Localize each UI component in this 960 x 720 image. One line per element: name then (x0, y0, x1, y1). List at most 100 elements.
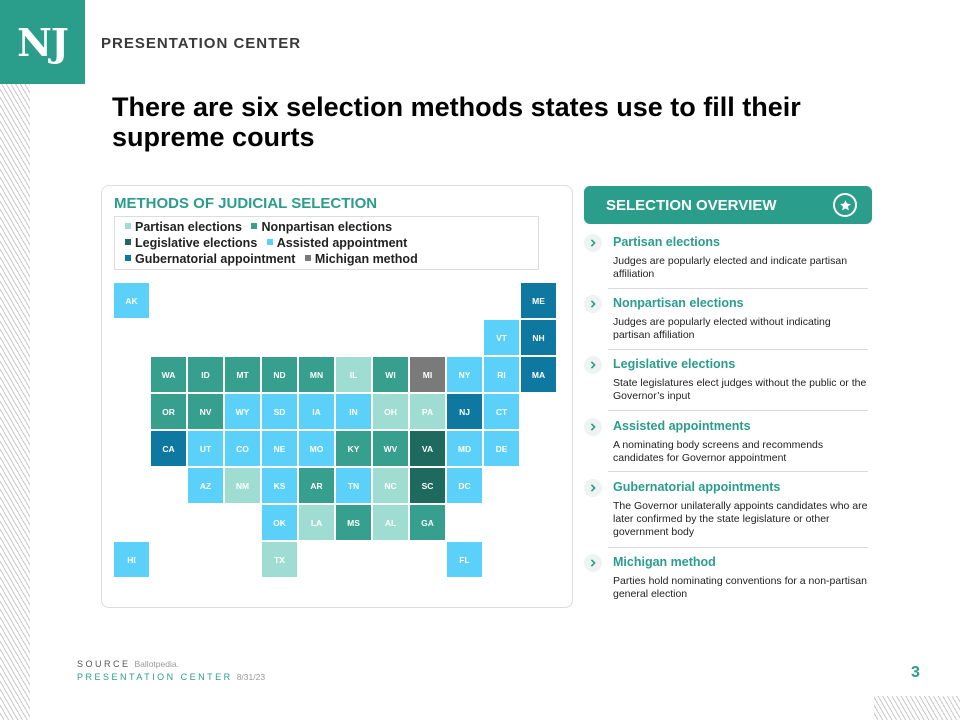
legend-item-legislative: Legislative elections (125, 236, 257, 250)
legend-label: Michigan method (314, 252, 418, 266)
chevron-right-icon (584, 356, 602, 374)
legend-label: Assisted appointment (276, 236, 408, 250)
footer-source: SOURCE Ballotpedia. (77, 659, 179, 669)
star-icon (833, 193, 857, 217)
method-name: Legislative elections (613, 357, 736, 371)
legend-item-michigan: Michigan method (304, 252, 418, 266)
state-tile-mo: MO (299, 431, 334, 466)
state-tile-wv: WV (373, 431, 408, 466)
nj-logo: NJ (0, 0, 85, 84)
legend-item-gubernatorial: Gubernatorial appointment (125, 252, 295, 266)
state-tile-tn: TN (336, 468, 371, 503)
state-tile-tx: TX (262, 542, 297, 577)
method-description: Judges are popularly elected without ind… (613, 316, 831, 341)
state-tile-dc: DC (447, 468, 482, 503)
legend-swatch (125, 255, 131, 261)
state-tile-de: DE (484, 431, 519, 466)
state-tile-ma: MA (521, 357, 556, 392)
slide-title: There are six selection methods states u… (112, 92, 801, 152)
method-description: The Governor unilaterally appoints candi… (613, 500, 868, 538)
state-tile-ri: RI (484, 357, 519, 392)
state-tile-in: IN (336, 394, 371, 429)
method-divider (608, 547, 868, 548)
footer-date: 8/31/23 (236, 672, 266, 682)
method-name: Assisted appointments (613, 419, 751, 433)
state-tile-oh: OH (373, 394, 408, 429)
state-tile-az: AZ (188, 468, 223, 503)
state-tile-mn: MN (299, 357, 334, 392)
state-tile-ga: GA (410, 505, 445, 540)
selection-overview-header: SELECTION OVERVIEW (584, 186, 872, 224)
legend-swatch (251, 223, 258, 229)
method-divider (608, 471, 868, 472)
map-heading: METHODS OF JUDICIAL SELECTION (114, 195, 378, 212)
method-description: Judges are popularly elected and indicat… (613, 255, 848, 280)
legend-label: Nonpartisan elections (261, 220, 393, 234)
state-tile-ky: KY (336, 431, 371, 466)
method-name: Gubernatorial appointments (613, 480, 781, 494)
state-tile-co: CO (225, 431, 260, 466)
state-tile-ok: OK (262, 505, 297, 540)
state-tile-pa: PA (410, 394, 445, 429)
method-description: Parties hold nominating conventions for … (613, 575, 867, 600)
state-tile-nc: NC (373, 468, 408, 503)
state-tile-vt: VT (484, 320, 519, 355)
method-divider (608, 288, 868, 289)
chevron-right-icon (584, 554, 602, 572)
legend-item-nonpartisan: Nonpartisan elections (251, 220, 392, 234)
legend-item-partisan: Partisan elections (125, 220, 242, 234)
map-panel: METHODS OF JUDICIAL SELECTION Partisan e… (101, 185, 573, 608)
legend-swatch (125, 223, 131, 229)
state-tile-wy: WY (225, 394, 260, 429)
state-tile-ks: KS (262, 468, 297, 503)
map-legend: Partisan elections Nonpartisan elections… (114, 216, 539, 270)
legend-row: Legislative elections Assisted appointme… (125, 235, 528, 251)
state-tile-al: AL (373, 505, 408, 540)
legend-swatch (266, 239, 273, 245)
legend-item-assisted: Assisted appointment (266, 236, 408, 250)
logo-text: NJ (17, 19, 69, 65)
state-tile-mi: MI (410, 357, 445, 392)
footer-center-label: PRESENTATION CENTER (77, 672, 233, 682)
chevron-right-icon (584, 295, 602, 313)
legend-row: Gubernatorial appointment Michigan metho… (125, 251, 528, 267)
footer-center: PRESENTATION CENTER 8/31/23 (77, 672, 265, 682)
chevron-right-icon (584, 479, 602, 497)
decorative-stripes-bottom-right (874, 696, 960, 720)
method-divider (608, 410, 868, 411)
state-tile-nj: NJ (447, 394, 482, 429)
method-description: State legislatures elect judges without … (613, 377, 867, 402)
state-tile-ut: UT (188, 431, 223, 466)
state-tile-md: MD (447, 431, 482, 466)
state-tile-nm: NM (225, 468, 260, 503)
source-label: SOURCE (77, 659, 131, 669)
state-tile-ca: CA (151, 431, 186, 466)
state-tile-ia: IA (299, 394, 334, 429)
chevron-right-icon (584, 418, 602, 436)
legend-label: Partisan elections (135, 220, 242, 234)
state-tile-ms: MS (336, 505, 371, 540)
method-name: Michigan method (613, 555, 716, 569)
state-tile-ct: CT (484, 394, 519, 429)
state-tile-wa: WA (151, 357, 186, 392)
decorative-stripes-left (0, 84, 30, 720)
state-tile-il: IL (336, 357, 371, 392)
state-tile-nh: NH (521, 320, 556, 355)
chevron-right-icon (584, 234, 602, 252)
method-name: Nonpartisan elections (613, 296, 744, 310)
state-tile-wi: WI (373, 357, 408, 392)
legend-swatch (304, 255, 311, 261)
state-tile-la: LA (299, 505, 334, 540)
legend-row: Partisan elections Nonpartisan elections (125, 219, 528, 235)
page-number: 3 (911, 664, 920, 681)
legend-swatch (125, 239, 131, 245)
state-tile-sd: SD (262, 394, 297, 429)
state-tile-ak: AK (114, 283, 149, 318)
state-tile-id: ID (188, 357, 223, 392)
legend-label: Gubernatorial appointment (135, 252, 296, 266)
state-tile-va: VA (410, 431, 445, 466)
state-tile-me: ME (521, 283, 556, 318)
state-tile-hi: HI (114, 542, 149, 577)
selection-overview-title: SELECTION OVERVIEW (606, 197, 777, 214)
state-tile-mt: MT (225, 357, 260, 392)
